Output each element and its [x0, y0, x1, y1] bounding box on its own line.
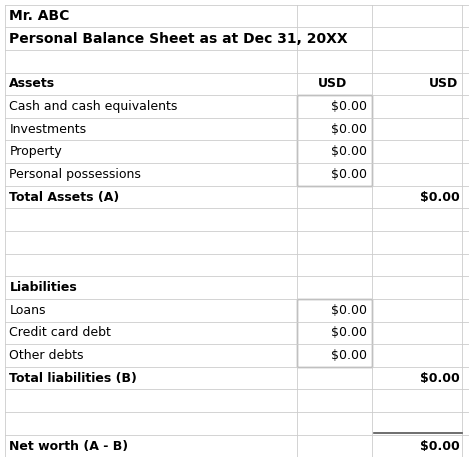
Text: Net worth (A - B): Net worth (A - B) [9, 439, 128, 453]
Text: USD: USD [318, 77, 347, 91]
Text: USD: USD [428, 77, 457, 91]
Text: $0.00: $0.00 [331, 122, 367, 136]
Text: Assets: Assets [9, 77, 55, 91]
Text: $0.00: $0.00 [420, 371, 460, 385]
Text: Investments: Investments [9, 122, 87, 136]
Text: Personal possessions: Personal possessions [9, 168, 141, 181]
Text: Total Assets (A): Total Assets (A) [9, 190, 119, 204]
Text: Liabilities: Liabilities [9, 281, 77, 294]
Bar [297, 95, 372, 186]
Text: $0.00: $0.00 [331, 100, 367, 113]
Text: $0.00: $0.00 [420, 190, 460, 204]
Text: Total liabilities (B): Total liabilities (B) [9, 371, 137, 385]
Text: $0.00: $0.00 [331, 145, 367, 158]
Text: Mr. ABC: Mr. ABC [9, 9, 70, 23]
Text: $0.00: $0.00 [331, 168, 367, 181]
Text: Property: Property [9, 145, 62, 158]
Text: Other debts: Other debts [9, 349, 84, 362]
Text: Credit card debt: Credit card debt [9, 326, 111, 340]
Text: Cash and cash equivalents: Cash and cash equivalents [9, 100, 178, 113]
Text: $0.00: $0.00 [420, 439, 460, 453]
Text: $0.00: $0.00 [331, 349, 367, 362]
Bar [297, 299, 372, 367]
Text: $0.00: $0.00 [331, 326, 367, 340]
Text: Personal Balance Sheet as at Dec 31, 20XX: Personal Balance Sheet as at Dec 31, 20X… [9, 31, 348, 46]
Text: Loans: Loans [9, 304, 46, 317]
Text: $0.00: $0.00 [331, 304, 367, 317]
